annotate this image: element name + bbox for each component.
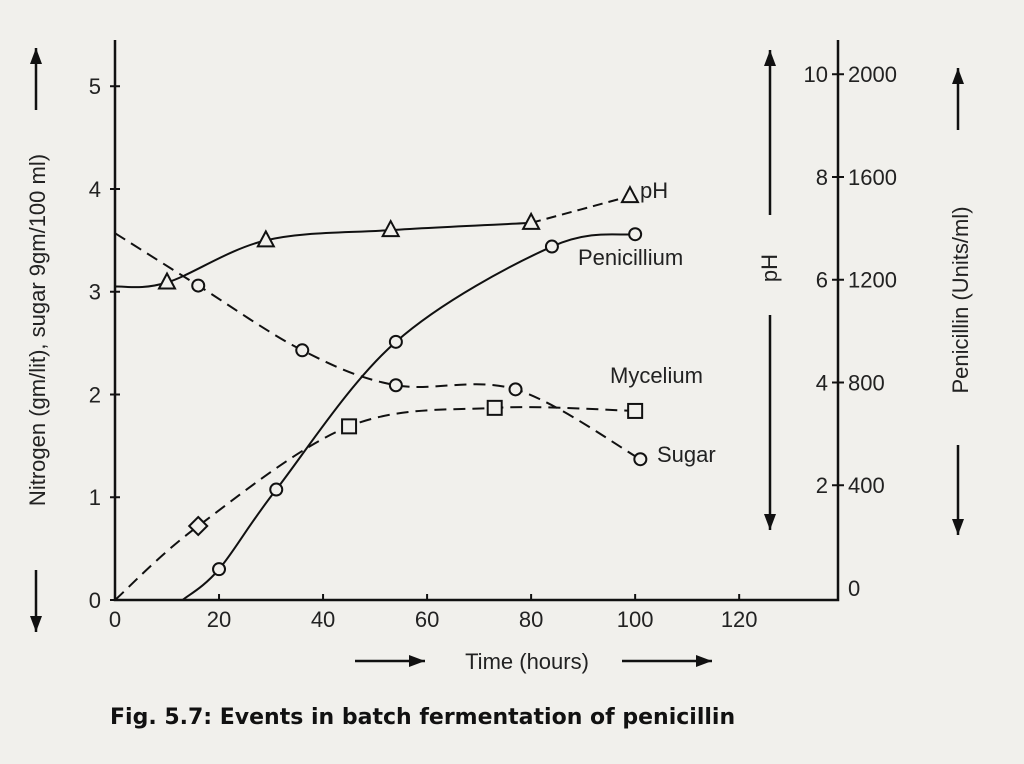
series-label-sugar: Sugar	[657, 442, 716, 467]
point-sugar	[191, 278, 206, 293]
curve-penicillium	[181, 233, 636, 601]
ph-arrow-down-head	[764, 514, 776, 530]
time-arrow-left-line-head	[409, 655, 425, 667]
axis-frame	[113, 40, 840, 602]
penicillin-tick-label: 2000	[848, 62, 897, 87]
left-y-tick-label: 3	[89, 280, 101, 305]
point-penicillium	[628, 227, 643, 242]
left-axis-arrow-up-head	[30, 48, 42, 64]
penicillin-arrow-down-head	[952, 519, 964, 535]
x-tick-label: 100	[617, 607, 654, 632]
point-sugar	[388, 378, 403, 393]
point-ph	[620, 185, 640, 204]
left-axis-label: Nitrogen (gm/lit), sugar 9gm/100 ml)	[25, 154, 50, 506]
series-label-mycelium: Mycelium	[610, 363, 703, 388]
time-arrow-head	[696, 655, 712, 667]
point-ph	[381, 218, 401, 238]
point-ph	[157, 271, 177, 290]
point-penicillium	[269, 482, 284, 497]
point-sugar	[633, 452, 648, 467]
penicillin-tick-label: 0	[848, 576, 860, 601]
x-tick-label: 80	[519, 607, 543, 632]
x-tick-label: 40	[311, 607, 335, 632]
point-mycelium	[187, 515, 209, 537]
curve-sugar	[114, 232, 641, 461]
penicillin-arrow-up-head	[952, 68, 964, 84]
x-tick-label: 60	[415, 607, 439, 632]
penicillin-axis-label: Penicillin (Units/ml)	[948, 206, 973, 393]
series-label-penicillium: Penicillium	[578, 245, 683, 270]
left-y-tick-label: 5	[89, 74, 101, 99]
x-tick-label: 120	[721, 607, 758, 632]
x-tick-label: 0	[109, 607, 121, 632]
x-axis-label: Time (hours)	[465, 649, 589, 674]
curve-ph	[114, 221, 532, 289]
ph-tick-label: 6	[816, 268, 828, 293]
point-penicillium	[212, 562, 227, 577]
ph-arrow-up-head	[764, 50, 776, 66]
ph-tick-label: 8	[816, 165, 828, 190]
point-ph	[256, 229, 276, 248]
point-penicillium	[544, 239, 559, 254]
point-penicillium	[388, 334, 403, 349]
ph-tick-label: 4	[816, 370, 828, 395]
point-mycelium	[627, 402, 644, 419]
left-axis-arrow-down-head	[30, 616, 42, 632]
x-tick-label: 20	[207, 607, 231, 632]
point-ph	[521, 211, 541, 230]
penicillin-tick-label: 800	[848, 370, 885, 395]
point-mycelium	[341, 418, 358, 435]
penicillin-tick-label: 1600	[848, 165, 897, 190]
ph-tick-label: 2	[816, 473, 828, 498]
point-mycelium	[486, 399, 503, 416]
penicillin-tick-label: 400	[848, 473, 885, 498]
curve-mycelium	[114, 406, 636, 601]
left-y-tick-label: 0	[89, 588, 101, 613]
left-y-tick-label: 2	[89, 382, 101, 407]
curve-ph-dashed	[530, 195, 631, 224]
figure-caption: Fig. 5.7: Events in batch fermentation o…	[110, 705, 736, 730]
point-sugar	[295, 343, 310, 358]
series-label-ph: pH	[640, 178, 668, 203]
ph-tick-label: 10	[804, 62, 828, 87]
ph-axis-label: pH	[757, 254, 782, 282]
left-y-tick-label: 4	[89, 177, 101, 202]
point-sugar	[508, 382, 523, 397]
penicillin-tick-label: 1200	[848, 268, 897, 293]
left-y-tick-label: 1	[89, 485, 101, 510]
